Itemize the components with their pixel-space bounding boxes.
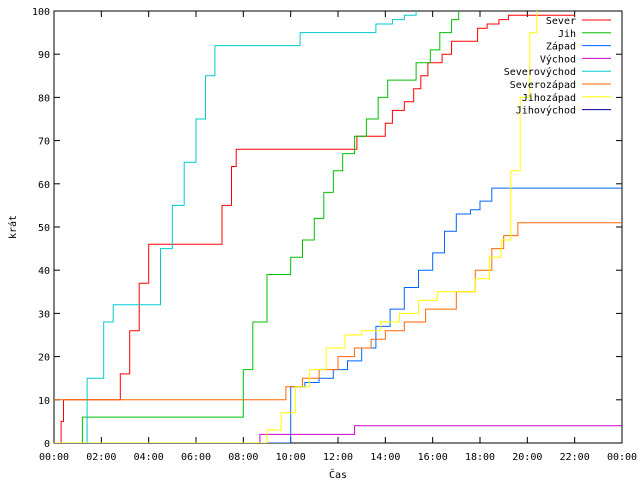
- x-tick-label: 20:00: [512, 452, 542, 463]
- x-axis-label: Čas: [329, 468, 347, 480]
- x-tick-label: 06:00: [181, 452, 211, 463]
- y-axis-ticks: 0 10 20 30 40 50 60 70 80 90 100: [32, 7, 622, 450]
- legend-label: Jihozápad: [522, 92, 576, 104]
- x-tick-label: 02:00: [86, 452, 116, 463]
- legend-label: Jih: [558, 29, 576, 40]
- y-tick-label: 0: [44, 439, 50, 450]
- series-line-jih: [54, 11, 460, 443]
- legend-label: Západ: [546, 41, 576, 53]
- legend-label: Severovýchod: [504, 66, 576, 78]
- x-tick-label: 04:00: [134, 452, 164, 463]
- x-tick-label: 08:00: [228, 452, 258, 463]
- x-tick-label: 12:00: [323, 452, 353, 463]
- x-tick-label: 14:00: [370, 452, 400, 463]
- legend-label: Sever: [546, 16, 576, 27]
- y-tick-label: 80: [38, 93, 50, 104]
- x-axis-ticks: 00:00 02:00 04:00 06:00 08:00 10:00 12:00 14:00…: [39, 11, 637, 463]
- series-line-západ: [54, 187, 622, 443]
- series-line-východ: [54, 425, 622, 443]
- x-tick-label: 18:00: [465, 452, 495, 463]
- legend: Sever JihZápadVýchodSeverovýchodSeverozáp…: [504, 16, 611, 117]
- x-tick-label: 16:00: [418, 452, 448, 463]
- y-tick-label: 90: [38, 50, 50, 61]
- legend-label: Severozápad: [510, 79, 576, 91]
- y-tick-label: 70: [38, 137, 50, 148]
- y-tick-label: 10: [38, 396, 50, 407]
- series-line-jihozápad: [54, 11, 538, 443]
- series-lines: [54, 11, 622, 443]
- x-tick-label: 22:00: [560, 452, 590, 463]
- series-line-severozápad: [54, 222, 622, 401]
- y-tick-label: 50: [38, 223, 50, 234]
- y-tick-label: 30: [38, 309, 50, 320]
- legend-label: Jihovýchod: [516, 105, 576, 117]
- series-line-sever: [54, 14, 575, 443]
- legend-label: Východ: [540, 53, 576, 65]
- x-tick-label: 10:00: [276, 452, 306, 463]
- y-tick-label: 20: [38, 353, 50, 364]
- y-axis-label: krát: [7, 215, 19, 239]
- series-line-severovýchod: [54, 11, 417, 443]
- x-tick-label: 00:00: [39, 452, 69, 463]
- y-tick-label: 60: [38, 180, 50, 191]
- y-tick-label: 100: [32, 7, 50, 18]
- y-tick-label: 40: [38, 266, 50, 277]
- x-tick-label: 00:00: [607, 452, 637, 463]
